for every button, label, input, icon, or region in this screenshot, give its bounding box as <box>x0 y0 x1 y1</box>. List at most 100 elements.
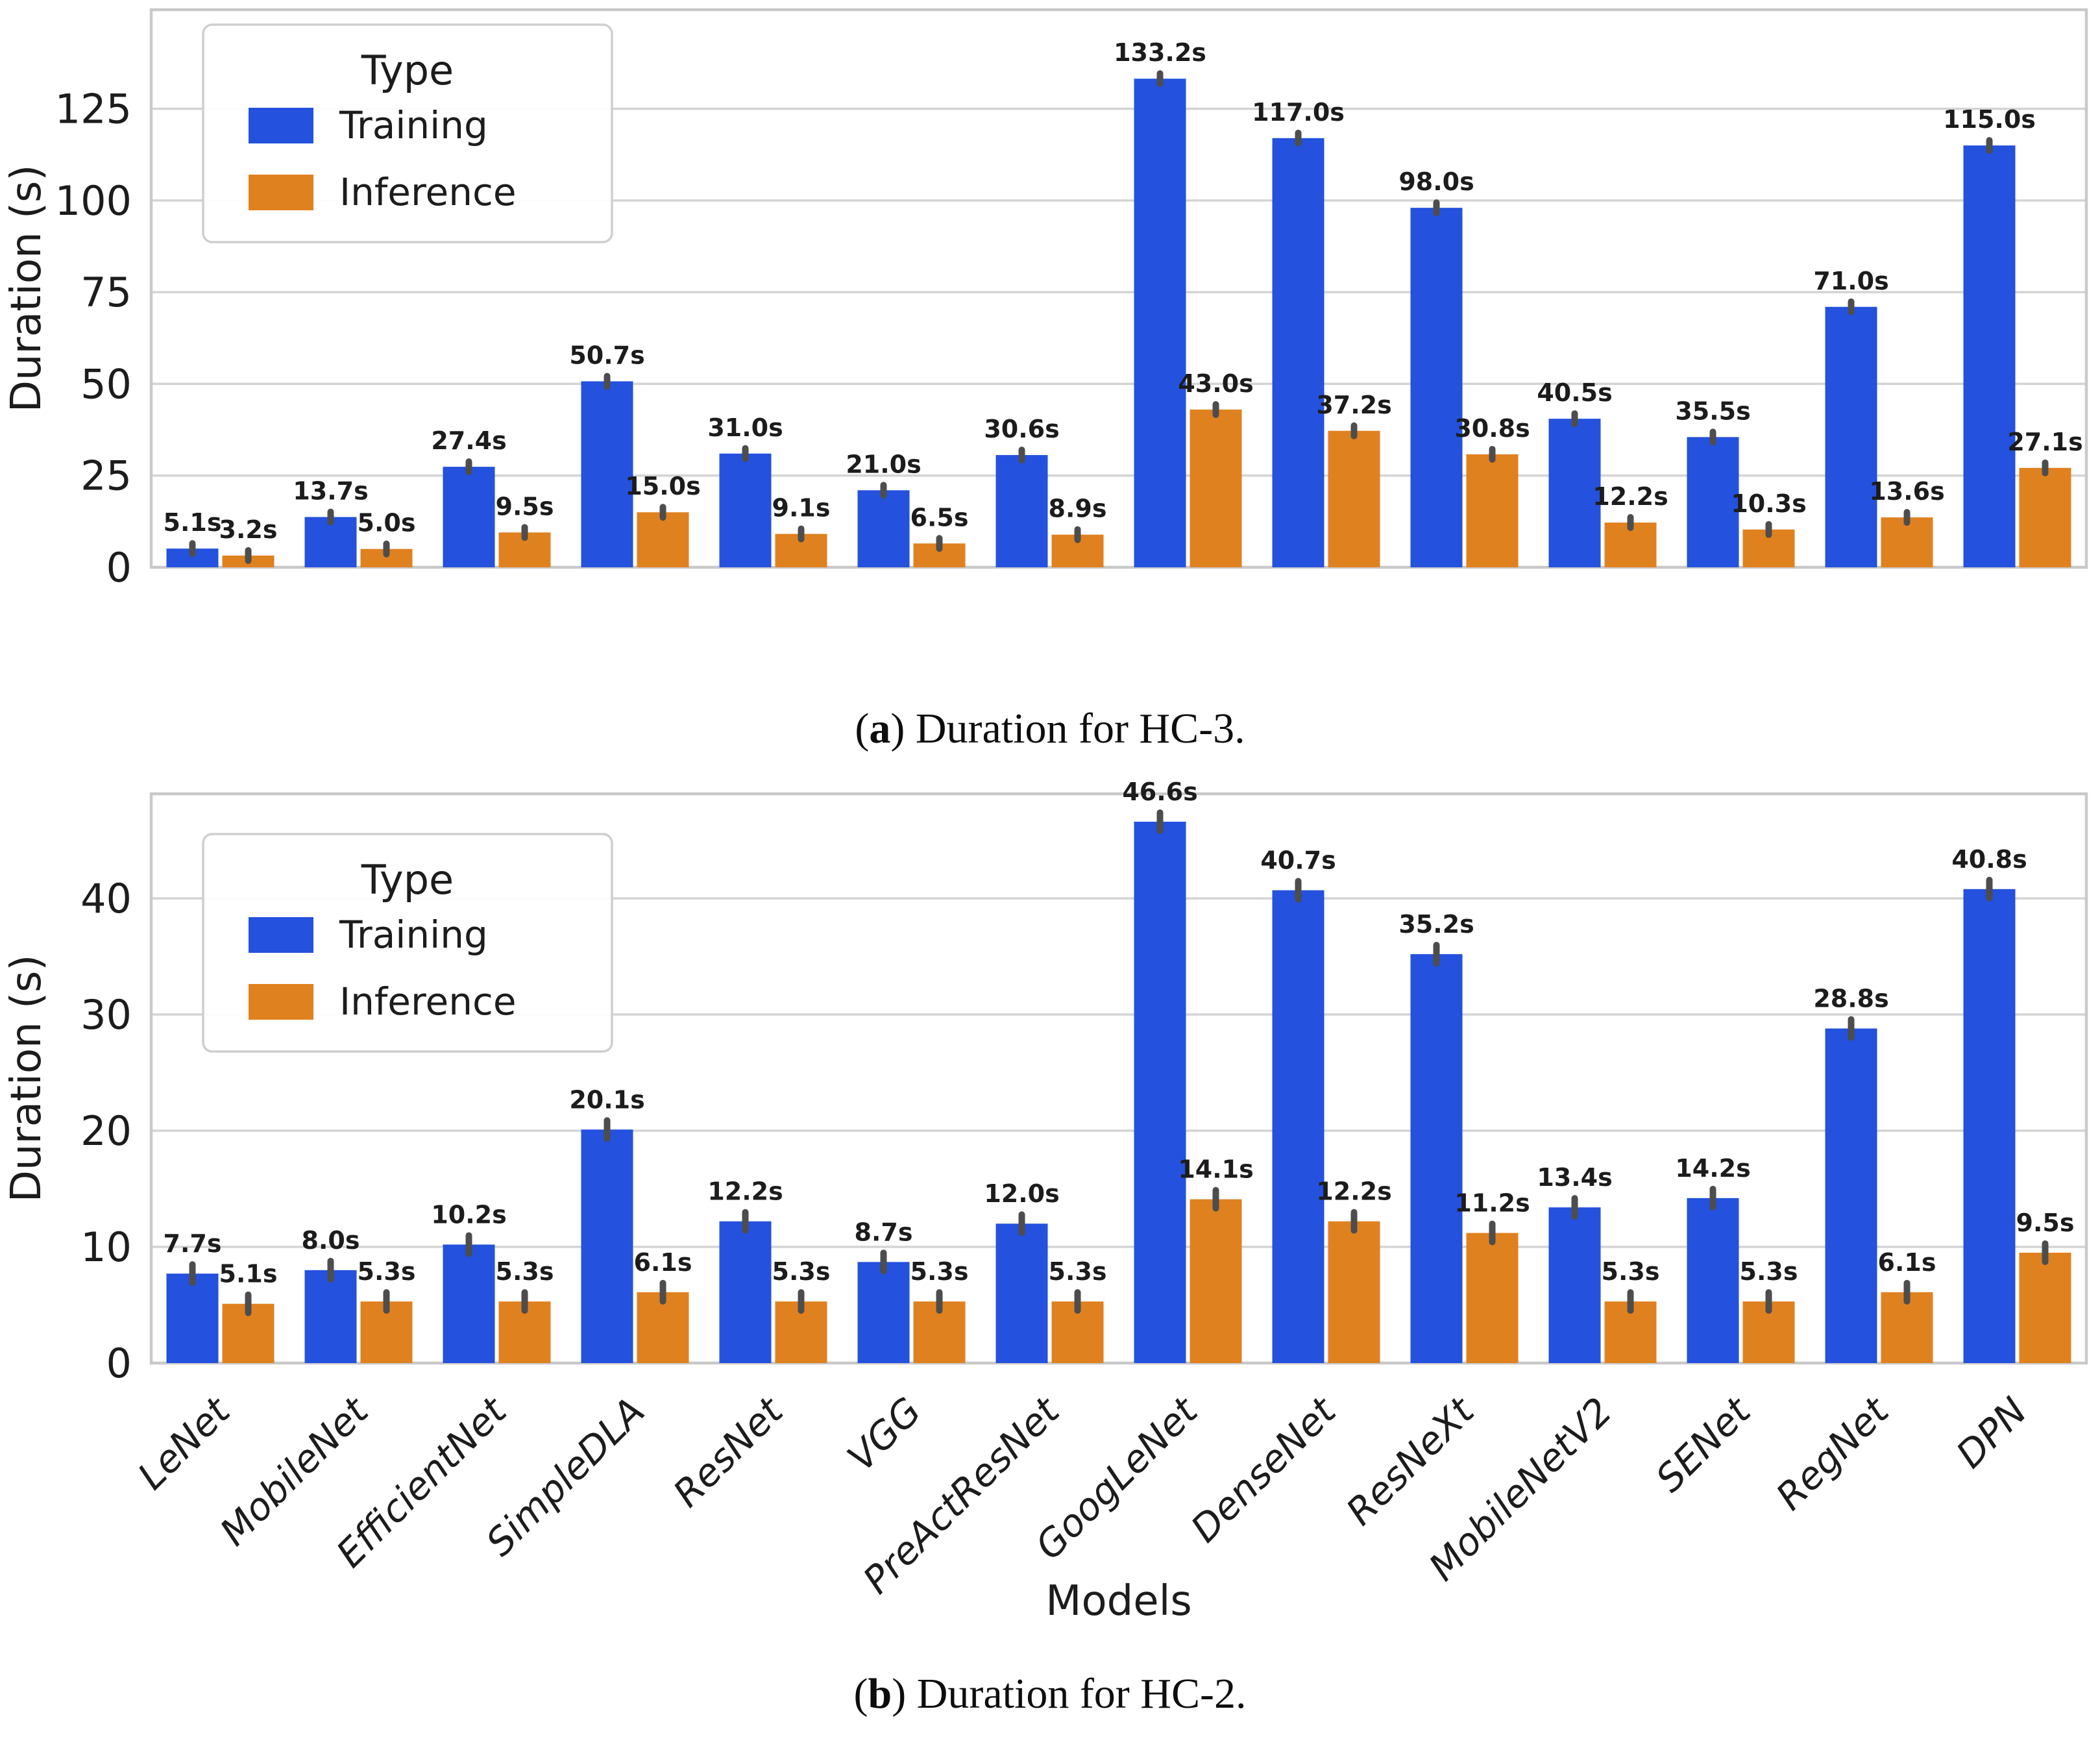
error-bar <box>1986 876 1993 902</box>
error-bar <box>327 508 334 526</box>
bar-training-resnext <box>1410 953 1463 1363</box>
bar-inference-googlenet <box>1190 409 1242 567</box>
bar-value-label: 5.0s <box>358 509 416 537</box>
error-bar <box>936 1289 943 1314</box>
error-bar <box>1018 447 1025 464</box>
bar-training-lenet <box>166 1273 219 1363</box>
bar-value-label: 12.2s <box>1593 482 1668 511</box>
bar-training-vgg <box>857 490 910 567</box>
bar-value-label: 117.0s <box>1252 98 1345 127</box>
error-bar <box>1765 521 1772 538</box>
bar-value-label: 27.4s <box>431 426 506 455</box>
bar-value-label: 71.0s <box>1813 267 1888 295</box>
error-bar <box>245 547 252 564</box>
bar-training-mobilenetv2 <box>1548 419 1601 567</box>
bar-value-label: 13.4s <box>1537 1163 1612 1192</box>
error-bar <box>1212 1187 1219 1212</box>
bar-value-label: 31.0s <box>707 413 783 442</box>
bar-value-label: 14.2s <box>1675 1154 1750 1183</box>
bar-training-senet <box>1687 437 1739 567</box>
error-bar <box>1848 298 1855 315</box>
legend-swatch-training <box>249 917 313 953</box>
x-tick-label-densenet: DenseNet <box>1182 1388 1345 1551</box>
legend-label-training: Training <box>339 913 488 957</box>
error-bar <box>1571 410 1578 428</box>
x-tick-label-lenet: LeNet <box>129 1388 239 1498</box>
bar-value-label: 9.5s <box>496 492 554 521</box>
bar-inference-googlenet <box>1190 1199 1242 1363</box>
bar-training-simpledla <box>581 1129 633 1363</box>
bar-value-label: 11.2s <box>1454 1189 1530 1218</box>
bar-training-resnext <box>1410 208 1463 568</box>
y-tick-label: 40 <box>80 875 132 922</box>
bar-training-regnet <box>1825 1028 1877 1363</box>
error-bar <box>1295 129 1302 147</box>
bar-value-label: 13.6s <box>1869 477 1944 506</box>
error-bar <box>1018 1211 1025 1236</box>
bar-inference-resnext <box>1466 454 1519 567</box>
error-bar <box>189 1261 196 1286</box>
y-tick-label: 125 <box>55 86 132 133</box>
bar-value-label: 6.1s <box>1878 1248 1936 1277</box>
error-bar <box>1156 70 1164 88</box>
error-bar <box>604 373 611 390</box>
bar-value-label: 5.3s <box>772 1257 831 1286</box>
bar-training-dpn <box>1963 145 2016 567</box>
bar-training-vgg <box>857 1262 910 1363</box>
error-bar <box>245 1291 252 1316</box>
bar-value-label: 37.2s <box>1316 391 1391 419</box>
error-bar <box>880 482 887 499</box>
chart-panel-a: 0 25 50 75 100 125 Duration (s) 5.1s 3.2s 13.7s 5.… <box>0 0 2100 711</box>
error-bar <box>1848 1016 1855 1041</box>
error-bar <box>880 1249 887 1275</box>
bar-value-label: 8.9s <box>1049 495 1107 523</box>
bar-value-label: 5.1s <box>164 508 222 537</box>
bar-value-label: 12.0s <box>984 1179 1059 1208</box>
bar-value-label: 50.7s <box>569 341 644 369</box>
y-tick-label: 75 <box>80 269 132 316</box>
error-bar <box>604 1117 611 1142</box>
bar-training-googlenet <box>1134 821 1186 1363</box>
bar-training-dpn <box>1963 889 2016 1363</box>
error-bar <box>1295 878 1302 903</box>
error-bar <box>521 1289 528 1314</box>
bar-inference-resnext <box>1466 1233 1519 1363</box>
bar-training-densenet <box>1272 890 1325 1363</box>
y-tick-label: 100 <box>55 177 132 225</box>
caption-b-text: ) Duration for HC-2. <box>892 1670 1247 1717</box>
x-axis-label: Models <box>1045 1577 1192 1625</box>
bar-value-label: 40.8s <box>1951 845 2027 874</box>
error-bar <box>659 1279 666 1305</box>
bar-training-senet <box>1687 1198 1739 1363</box>
bar-value-label: 5.3s <box>1049 1257 1107 1286</box>
x-tick-label-vgg: VGG <box>839 1389 930 1480</box>
caption-a-letter: a <box>869 705 891 752</box>
error-bar <box>1903 1279 1911 1305</box>
y-axis-label: Duration (s) <box>3 165 51 413</box>
error-bar <box>189 540 196 558</box>
bar-value-label: 5.3s <box>496 1257 554 1286</box>
bar-training-densenet <box>1272 138 1325 568</box>
error-bar <box>742 445 749 462</box>
bar-value-label: 9.1s <box>772 494 831 523</box>
caption-a-text: ) Duration for HC-3. <box>890 705 1245 752</box>
legend-label-inference: Inference <box>339 979 517 1024</box>
bar-value-label: 30.8s <box>1454 414 1530 443</box>
bar-value-label: 40.5s <box>1537 378 1612 407</box>
error-bar <box>798 1289 805 1314</box>
error-bar <box>383 540 390 558</box>
error-bar <box>1350 422 1358 439</box>
error-bar <box>1489 1220 1496 1246</box>
bar-value-label: 8.7s <box>855 1218 913 1246</box>
bar-value-label: 35.2s <box>1398 910 1474 939</box>
bar-value-label: 98.0s <box>1398 167 1474 196</box>
bar-value-label: 21.0s <box>846 450 921 478</box>
y-tick-label: 50 <box>80 360 132 408</box>
bar-value-label: 5.3s <box>1740 1257 1798 1286</box>
error-bar <box>1709 428 1716 446</box>
bar-value-label: 10.3s <box>1731 489 1806 518</box>
error-bar <box>1765 1289 1772 1314</box>
bar-value-label: 3.2s <box>219 515 278 544</box>
